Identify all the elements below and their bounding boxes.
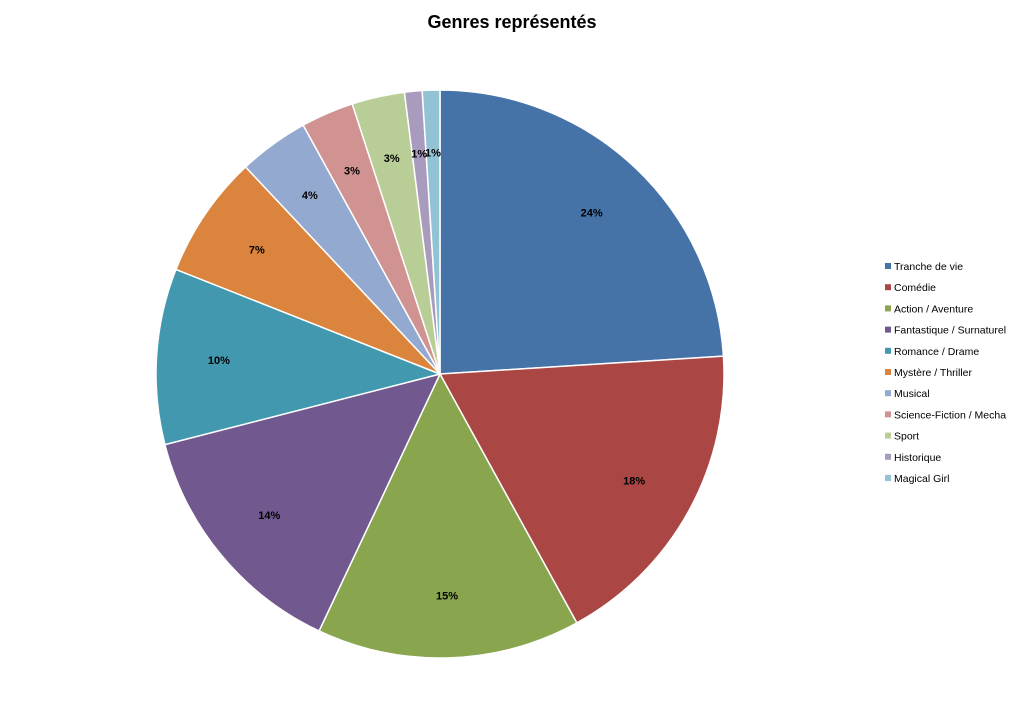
legend-label: Science-Fiction / Mecha bbox=[894, 409, 1006, 421]
legend-label: Sport bbox=[894, 431, 919, 443]
legend-swatch bbox=[885, 369, 891, 375]
pie-slice-magical-girl bbox=[421, 89, 441, 375]
data-label-magical-girl: 1% bbox=[425, 148, 441, 160]
legend-swatch bbox=[885, 411, 891, 418]
data-label-science-fiction-mecha: 3% bbox=[344, 166, 360, 178]
legend-label: Historique bbox=[894, 452, 941, 464]
legend-swatch bbox=[885, 347, 891, 354]
legend-swatch bbox=[885, 263, 891, 269]
pie-slices bbox=[155, 89, 725, 659]
legend-swatch bbox=[885, 326, 891, 333]
chart-title: Genres représentés bbox=[427, 12, 596, 32]
legend-label: Magical Girl bbox=[894, 473, 949, 485]
legend-item-magical-girl: Magical Girl bbox=[885, 473, 949, 485]
legend: Tranche de vie Comédie Action / Aventure Fa… bbox=[885, 261, 1006, 485]
legend-swatch bbox=[885, 390, 891, 397]
legend-item-tranche-de-vie: Tranche de vie bbox=[885, 261, 963, 273]
legend-item-musical: Musical bbox=[885, 388, 930, 400]
pie-slice-comedie bbox=[438, 355, 725, 624]
data-label-fantastique-surnaturel: 14% bbox=[258, 510, 280, 522]
legend-swatch bbox=[885, 305, 891, 312]
legend-label: Romance / Drame bbox=[894, 346, 979, 358]
pie-slice-fantastique-surnaturel bbox=[164, 372, 442, 632]
pie-slice-tranche-de-vie bbox=[439, 89, 725, 375]
data-label-mystere-thriller: 7% bbox=[249, 245, 265, 257]
legend-item-romance-drame: Romance / Drame bbox=[885, 346, 979, 358]
legend-swatch bbox=[885, 284, 891, 291]
legend-label: Mystère / Thriller bbox=[894, 367, 972, 379]
pie-slice-mystere-thriller bbox=[174, 165, 441, 375]
data-label-musical: 4% bbox=[302, 190, 318, 202]
data-label-historique: 1% bbox=[411, 149, 427, 161]
legend-label: Tranche de vie bbox=[894, 261, 963, 273]
pie-data-labels: 24% 18% 15% 14% 10% 7% 4% 3% 3% 1%1% bbox=[208, 148, 645, 603]
data-label-action-aventure: 15% bbox=[436, 590, 458, 602]
legend-item-historique: Historique bbox=[885, 452, 941, 464]
legend-item-sport: Sport bbox=[885, 431, 919, 443]
data-label-romance-drame: 10% bbox=[208, 355, 230, 367]
legend-label: Action / Aventure bbox=[894, 303, 973, 315]
legend-swatch bbox=[885, 453, 891, 460]
data-label-comedie: 18% bbox=[623, 476, 645, 488]
legend-item-science-fiction-mecha: Science-Fiction / Mecha bbox=[885, 409, 1006, 421]
legend-swatch bbox=[885, 432, 891, 439]
legend-item-action-aventure: Action / Aventure bbox=[885, 303, 973, 315]
legend-swatch bbox=[885, 475, 891, 481]
legend-label: Fantastique / Surnaturel bbox=[894, 325, 1006, 337]
legend-label: Musical bbox=[894, 388, 930, 400]
legend-label: Comédie bbox=[894, 282, 936, 294]
data-label-tranche-de-vie: 24% bbox=[581, 208, 603, 220]
pie-slice-action-aventure bbox=[318, 372, 578, 659]
legend-item-fantastique-surnaturel: Fantastique / Surnaturel bbox=[885, 325, 1006, 337]
pie-slice-romance-drame bbox=[155, 268, 443, 446]
data-label-sport: 3% bbox=[384, 153, 400, 165]
legend-item-comedie: Comédie bbox=[885, 282, 936, 294]
legend-item-mystere-thriller: Mystère / Thriller bbox=[885, 367, 972, 379]
